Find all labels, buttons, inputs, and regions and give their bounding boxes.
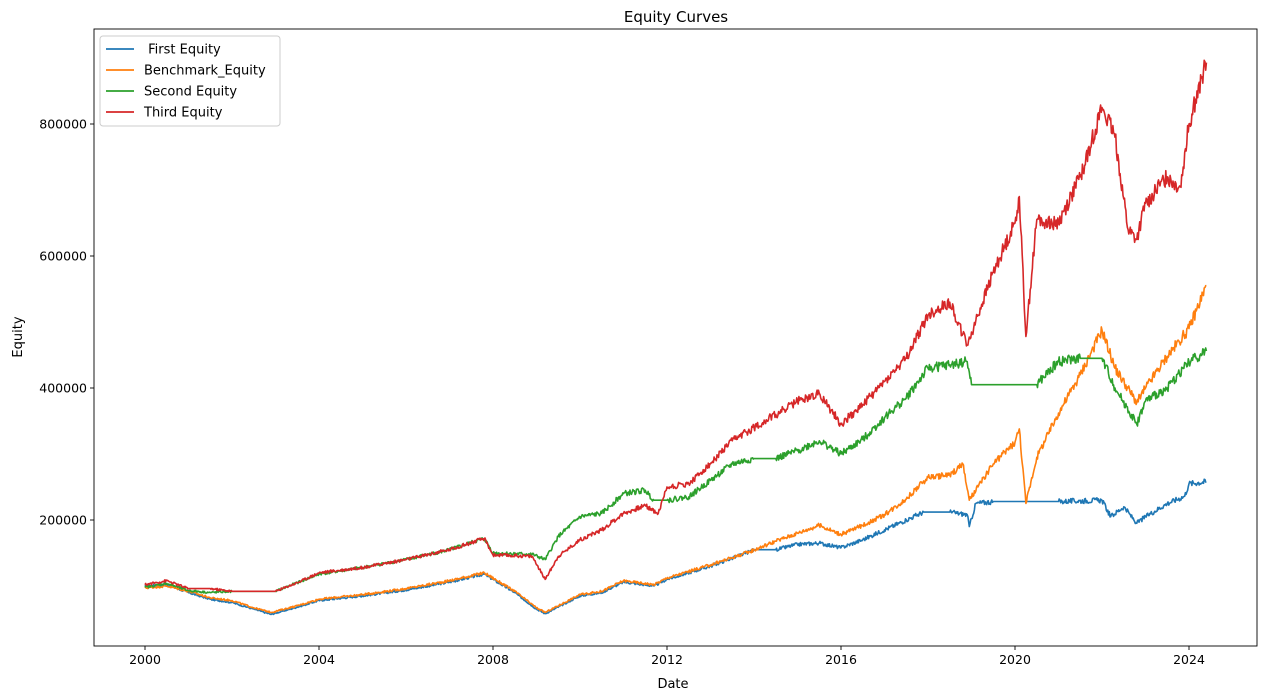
x-tick-label: 2008 [477, 652, 509, 667]
x-tick-label: 2020 [999, 652, 1031, 667]
series-line-2 [144, 284, 1207, 614]
plot-frame [93, 28, 1258, 647]
legend-label-2: Benchmark_Equity [144, 64, 266, 79]
legend-label-3: Second Equity [144, 85, 237, 100]
x-tick-label: 2016 [825, 652, 857, 667]
x-tick-label: 2004 [303, 652, 335, 667]
x-tick-label: 2000 [129, 652, 161, 667]
x-axis: 2000 2004 2008 2012 2016 2020 2024 [129, 646, 1205, 667]
chart-title: Equity Curves [624, 8, 728, 26]
legend-label-4: Third Equity [143, 106, 223, 121]
y-axis-label: Equity [11, 316, 26, 357]
y-tick-label: 600000 [39, 249, 87, 264]
legend: First Equity Benchmark_Equity Second Equit… [99, 35, 281, 127]
legend-box [99, 35, 281, 127]
y-tick-label: 400000 [39, 381, 87, 396]
y-tick-label: 200000 [39, 513, 87, 528]
series-line-1 [144, 478, 1207, 616]
legend-label-1: First Equity [144, 43, 221, 58]
x-axis-label: Date [657, 677, 688, 692]
y-axis: 200000 400000 600000 800000 [39, 117, 94, 528]
y-tick-label: 800000 [39, 117, 87, 132]
x-tick-label: 2012 [651, 652, 683, 667]
x-tick-label: 2024 [1173, 652, 1205, 667]
series-line-4 [144, 59, 1208, 593]
series-layer [144, 59, 1208, 616]
